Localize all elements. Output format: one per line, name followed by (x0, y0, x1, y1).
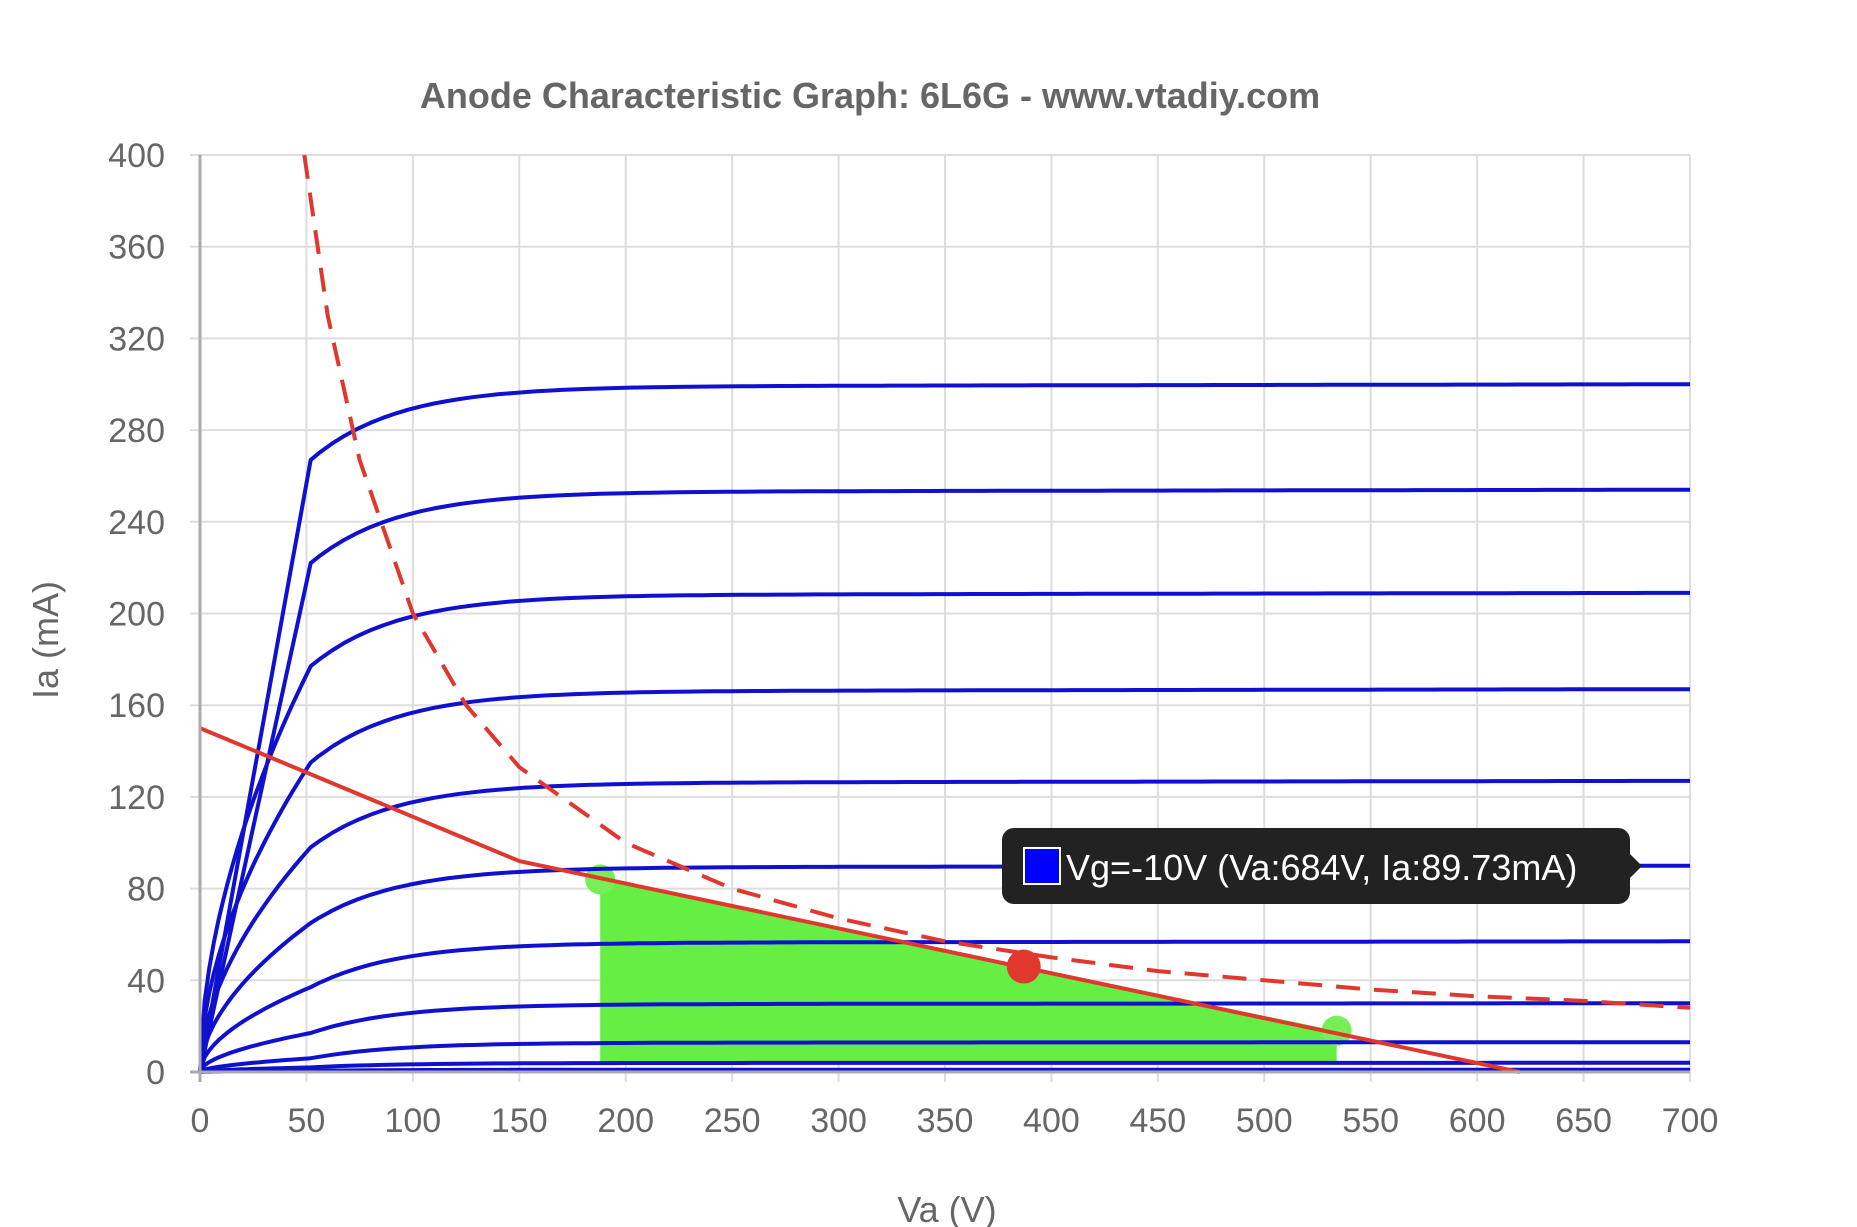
tick-labels: 0 50 100 150 200 250 300 350 400 450 500 550 600 650 7… (108, 137, 1718, 1140)
x-tick-label: 100 (384, 1102, 441, 1140)
y-tick-label: 120 (108, 779, 165, 817)
y-tick-label: 280 (108, 412, 165, 450)
swing-end-point (1321, 1015, 1352, 1046)
y-tick-label: 320 (108, 320, 165, 358)
plate-curve (198, 382, 1690, 1073)
x-tick-label: 250 (704, 1102, 761, 1140)
x-axis-label: Va (V) (897, 1189, 996, 1227)
x-tick-label: 200 (597, 1102, 654, 1140)
y-tick-label: 360 (108, 229, 165, 267)
x-tick-label: 550 (1342, 1102, 1399, 1140)
y-tick-label: 0 (146, 1054, 165, 1092)
chart-title: Anode Characteristic Graph: 6L6G - www.v… (420, 75, 1320, 116)
plate-curve (199, 1060, 1690, 1074)
plate-curve (198, 487, 1690, 1073)
load-line (199, 726, 1521, 1074)
plate-curve (198, 778, 1690, 1073)
tooltip-box (1002, 828, 1630, 904)
x-tick-label: 450 (1129, 1102, 1186, 1140)
tooltip-text: Vg=-10V (Va:684V, Ia:89.73mA) (1066, 847, 1577, 888)
x-tick-label: 350 (917, 1102, 974, 1140)
x-tick-label: 500 (1236, 1102, 1293, 1140)
x-tick-label: 400 (1023, 1102, 1080, 1140)
y-axis-label: Ia (mA) (25, 581, 66, 699)
x-tick-label: 600 (1449, 1102, 1506, 1140)
y-tick-label: 400 (108, 137, 165, 175)
plate-curve (198, 590, 1690, 1073)
axes (190, 155, 1690, 1082)
plate-curve (198, 939, 1690, 1073)
tooltip-caret (1630, 854, 1642, 878)
operating-point (1006, 949, 1041, 984)
tooltip-color-swatch (1023, 847, 1061, 885)
plate-curve (198, 687, 1690, 1073)
swing-area-layer (585, 864, 1352, 1063)
tooltip: Vg=-10V (Va:684V, Ia:89.73mA) (1002, 828, 1642, 904)
y-tick-label: 240 (108, 504, 165, 542)
plate-curve (198, 1001, 1690, 1074)
x-tick-label: 150 (491, 1102, 548, 1140)
x-tick-label: 0 (191, 1102, 210, 1140)
signal-swing-area (600, 879, 1337, 1063)
y-tick-label: 200 (108, 596, 165, 634)
x-tick-label: 300 (810, 1102, 867, 1140)
max-dissipation-curve (302, 154, 1691, 1010)
load-line-layer (199, 154, 1691, 1074)
y-tick-label: 80 (127, 871, 165, 909)
y-tick-label: 40 (127, 962, 165, 1000)
x-tick-label: 50 (288, 1102, 326, 1140)
y-tick-label: 160 (108, 687, 165, 725)
grid (190, 154, 1691, 1082)
x-tick-label: 650 (1555, 1102, 1612, 1140)
x-tick-label: 700 (1662, 1102, 1719, 1140)
plate-curve (199, 1040, 1690, 1074)
